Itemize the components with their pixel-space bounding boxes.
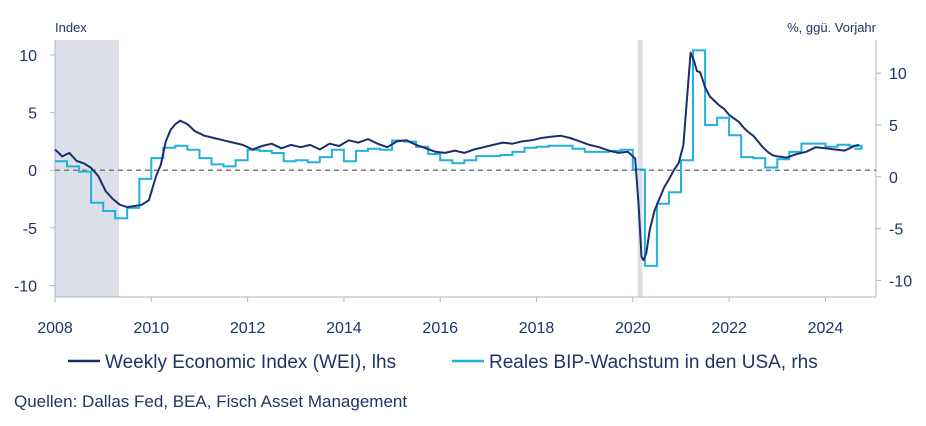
recession-band-0: [55, 40, 120, 297]
left-tick-label: 10: [19, 48, 37, 65]
left-tick-label: 5: [28, 106, 37, 123]
x-tick-label: 2014: [326, 320, 362, 337]
x-tick-label: 2010: [134, 320, 170, 337]
legend-label-wei: Weekly Economic Index (WEI), lhs: [105, 352, 396, 373]
x-tick-label: 2018: [519, 320, 555, 337]
x-tick-label: 2022: [711, 320, 747, 337]
x-tick-label: 2024: [808, 320, 844, 337]
right-axis-title: %, ggü. Vorjahr: [787, 20, 877, 35]
series-lines: [54, 49, 863, 267]
left-tick-label: -5: [23, 221, 37, 238]
series-line-wei: [54, 51, 860, 262]
right-tick-label: 5: [889, 118, 898, 135]
recession-shading: [55, 40, 643, 297]
axes: [54, 40, 877, 298]
right-tick-label: -10: [889, 273, 912, 290]
right-tick-label: 10: [889, 66, 907, 83]
x-tick-label: 2016: [422, 320, 458, 337]
left-tick-label: 0: [28, 163, 37, 180]
source-note: Quellen: Dallas Fed, BEA, Fisch Asset Ma…: [14, 392, 408, 411]
left-tick-label: -10: [14, 278, 37, 295]
right-tick-label: 0: [889, 170, 898, 187]
x-tick-label: 2020: [615, 320, 651, 337]
tick-labels: 10 5 0 -5 -10 10 5 0 -5 -10 2008 2010 2012 2014 2016 20…: [14, 48, 912, 337]
series-line-gdp: [55, 49, 863, 267]
x-tick-label: 2008: [37, 320, 73, 337]
chart: 10 5 0 -5 -10 10 5 0 -5 -10 2008 2010 2012 2014 2016 20…: [14, 20, 912, 373]
right-tick-label: -5: [889, 222, 903, 239]
legend: Weekly Economic Index (WEI), lhs Reales …: [68, 352, 818, 373]
left-axis-title: Index: [55, 20, 87, 35]
x-tick-label: 2012: [230, 320, 266, 337]
legend-label-gdp: Reales BIP-Wachstum in den USA, rhs: [489, 352, 818, 373]
